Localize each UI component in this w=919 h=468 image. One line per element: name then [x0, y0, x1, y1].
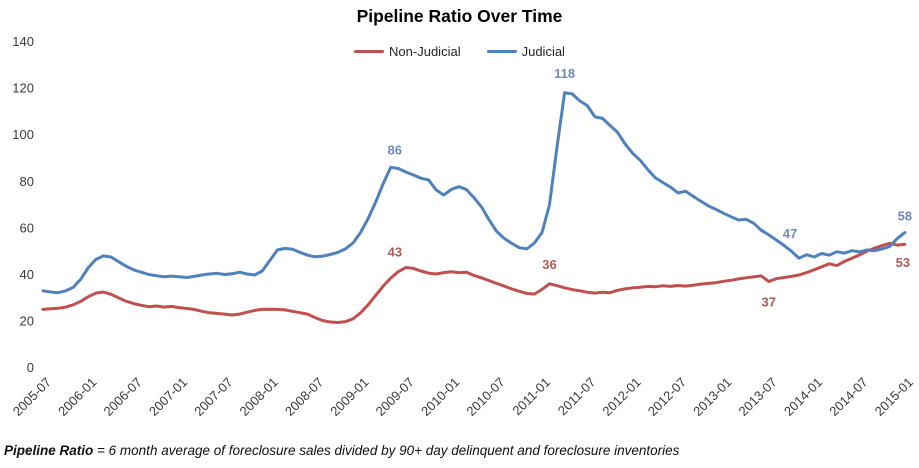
data-label-judicial-118: 118 — [554, 66, 575, 81]
x-axis-tick-label: 2007-01 — [146, 375, 190, 419]
x-axis-tick-label: 2013-01 — [690, 375, 734, 419]
non-judicial-line — [41, 241, 907, 324]
data-label-non-judicial-53: 53 — [896, 255, 910, 270]
y-axis-tick-label: 120 — [12, 81, 34, 96]
legend-label-judicial: Judicial — [521, 44, 565, 59]
y-axis-tick-label: 140 — [12, 34, 34, 49]
y-axis-tick-label: 0 — [27, 360, 34, 375]
data-label-judicial-86: 86 — [388, 142, 402, 157]
x-axis-tick-label: 2006-07 — [100, 375, 144, 419]
y-axis-tick-label: 100 — [12, 127, 34, 142]
legend-item-judicial: Judicial — [486, 44, 565, 59]
y-axis-tick-label: 20 — [20, 314, 34, 329]
data-label-non-judicial-36: 36 — [542, 257, 556, 272]
footnote-term: Pipeline Ratio — [4, 443, 94, 458]
x-axis-tick-label: 2014-01 — [781, 375, 825, 419]
y-axis-tick-label: 80 — [20, 174, 34, 189]
x-axis-tick-label: 2009-01 — [327, 375, 371, 419]
x-axis-tick-label: 2015-01 — [872, 375, 916, 419]
chart-title: Pipeline Ratio Over Time — [356, 6, 563, 26]
footnote-definition: = 6 month average of foreclosure sales d… — [93, 443, 680, 458]
x-axis-tick-label: 2008-01 — [237, 375, 281, 419]
legend-item-non-judicial: Non-Judicial — [354, 44, 461, 59]
x-axis-tick-label: 2011-01 — [509, 375, 553, 419]
x-axis-tick-label: 2013-07 — [736, 375, 780, 419]
x-axis-tick-label: 2010-01 — [418, 375, 462, 419]
judicial-line — [41, 91, 907, 295]
data-label-judicial-47: 47 — [783, 226, 797, 241]
x-axis-tick-label: 2014-07 — [826, 375, 870, 419]
judicial-line-swatch — [486, 50, 517, 53]
footnote: Pipeline Ratio = 6 month average of fore… — [4, 443, 679, 458]
data-label-non-judicial-37: 37 — [762, 294, 776, 309]
x-axis-tick-label: 2008-07 — [282, 375, 326, 419]
x-axis-tick-label: 2012-07 — [645, 375, 689, 419]
x-axis-tick-label: 2010-07 — [463, 375, 507, 419]
y-axis-tick-label: 40 — [20, 267, 34, 282]
non-judicial-line-swatch — [354, 50, 385, 53]
x-axis-tick-label: 2007-07 — [191, 375, 235, 419]
x-axis-tick-label: 2006-01 — [55, 375, 99, 419]
y-axis-tick-label: 60 — [20, 220, 34, 235]
x-axis-tick-label: 2009-07 — [373, 375, 417, 419]
chart-legend: Non-Judicial Judicial — [0, 44, 919, 59]
x-axis-tick-label: 2012-01 — [599, 375, 643, 419]
x-axis-tick-label: 2011-07 — [555, 375, 599, 419]
x-axis-tick-label: 2005-07 — [10, 375, 54, 419]
data-label-non-judicial-43: 43 — [388, 245, 402, 260]
data-label-judicial-58: 58 — [898, 209, 912, 224]
legend-label-non-judicial: Non-Judicial — [389, 44, 461, 59]
